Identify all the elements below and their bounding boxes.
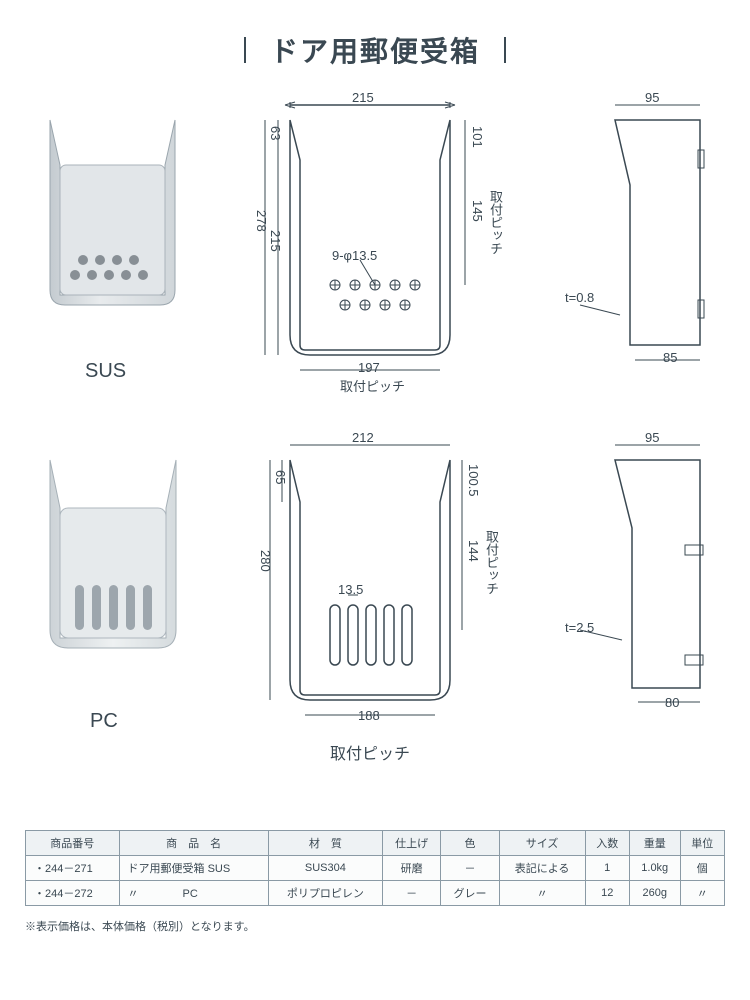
- table-header-cell: 商品番号: [26, 831, 120, 856]
- sus-side-bottom: 85: [663, 350, 677, 365]
- sus-side-top: 95: [645, 90, 659, 105]
- diagram-area: SUS: [0, 90, 750, 830]
- pc-dim-right-top: 100.5: [466, 464, 481, 497]
- table-cell: 1.0kg: [629, 856, 680, 881]
- table-cell: ・244－272: [26, 881, 120, 906]
- pc-dim-pitch-h: 188: [358, 708, 380, 723]
- pc-dim-top-gap: 65: [273, 470, 288, 484]
- table-body: ・244－271ドア用郵便受箱 SUSSUS304研磨－表記による11.0kg個…: [26, 856, 725, 906]
- product-table: 商品番号商 品 名材 質仕上げ色サイズ入数重量単位 ・244－271ドア用郵便受…: [25, 830, 725, 906]
- pc-dim-h-total: 280: [258, 550, 273, 572]
- pc-side-drawing: [560, 430, 730, 730]
- table-row: ・244－272〃 PCポリプロピレン－グレー〃12260g〃: [26, 881, 725, 906]
- pc-product-photo: [30, 450, 190, 660]
- table-cell: ・244－271: [26, 856, 120, 881]
- pc-pitch-h-label: 取付ピッチ: [330, 740, 410, 764]
- table-cell: ポリプロピレン: [268, 881, 382, 906]
- table-cell: ドア用郵便受箱 SUS: [119, 856, 268, 881]
- pc-thickness: t=2.5: [565, 620, 594, 635]
- sus-model-label: SUS: [85, 360, 126, 383]
- header-rule-left: [244, 37, 246, 63]
- table-header-cell: サイズ: [499, 831, 585, 856]
- sus-pitch-h-label: 取付ピッチ: [340, 376, 405, 395]
- table-header-cell: 仕上げ: [382, 831, 440, 856]
- sus-dim-h-total: 278: [254, 210, 269, 232]
- price-footnote: ※表示価格は、本体価格（税別）となります。: [25, 918, 750, 934]
- table-header-cell: 単位: [680, 831, 724, 856]
- table-cell: 〃 PC: [119, 881, 268, 906]
- sus-dim-top-gap: 63: [268, 126, 283, 140]
- table-header-cell: 色: [441, 831, 499, 856]
- page-title: ドア用郵便受箱: [270, 30, 480, 70]
- table-header-cell: 入数: [585, 831, 629, 856]
- pc-side-bottom: 80: [665, 695, 679, 710]
- sus-dim-h-inner: 215: [268, 230, 283, 252]
- table-head: 商品番号商 品 名材 質仕上げ色サイズ入数重量単位: [26, 831, 725, 856]
- sus-thickness: t=0.8: [565, 290, 594, 305]
- table-cell: 12: [585, 881, 629, 906]
- table-cell: －: [382, 881, 440, 906]
- table-cell: 個: [680, 856, 724, 881]
- sus-dim-pitch-h: 197: [358, 360, 380, 375]
- table-cell: 〃: [680, 881, 724, 906]
- table-header-cell: 材 質: [268, 831, 382, 856]
- sus-dim-top: 215: [352, 90, 374, 105]
- table-cell: －: [441, 856, 499, 881]
- header-rule-right: [504, 37, 506, 63]
- pc-dim-top: 212: [352, 430, 374, 445]
- pc-model-label: PC: [90, 710, 118, 733]
- page-header: ドア用郵便受箱: [0, 0, 750, 90]
- sus-product-photo: [30, 110, 190, 320]
- table-cell: 1: [585, 856, 629, 881]
- sus-side-drawing: [560, 90, 730, 390]
- sus-dim-right-top: 101: [470, 126, 485, 148]
- pc-slot-width: 13.5: [338, 582, 363, 597]
- table-cell: 研磨: [382, 856, 440, 881]
- table-cell: グレー: [441, 881, 499, 906]
- table-cell: 〃: [499, 881, 585, 906]
- sus-dim-pitch-v: 145: [470, 200, 485, 222]
- table-header-cell: 重量: [629, 831, 680, 856]
- pc-dim-pitch-v: 144: [466, 540, 481, 562]
- table-cell: 表記による: [499, 856, 585, 881]
- sus-pitch-v-label: 取付ピッチ: [486, 190, 505, 255]
- table-cell: 260g: [629, 881, 680, 906]
- table-header-cell: 商 品 名: [119, 831, 268, 856]
- pc-pitch-v-label: 取付ピッチ: [482, 530, 501, 595]
- table-cell: SUS304: [268, 856, 382, 881]
- pc-side-top: 95: [645, 430, 659, 445]
- table-row: ・244－271ドア用郵便受箱 SUSSUS304研磨－表記による11.0kg個: [26, 856, 725, 881]
- sus-hole-spec: 9-φ13.5: [332, 248, 377, 263]
